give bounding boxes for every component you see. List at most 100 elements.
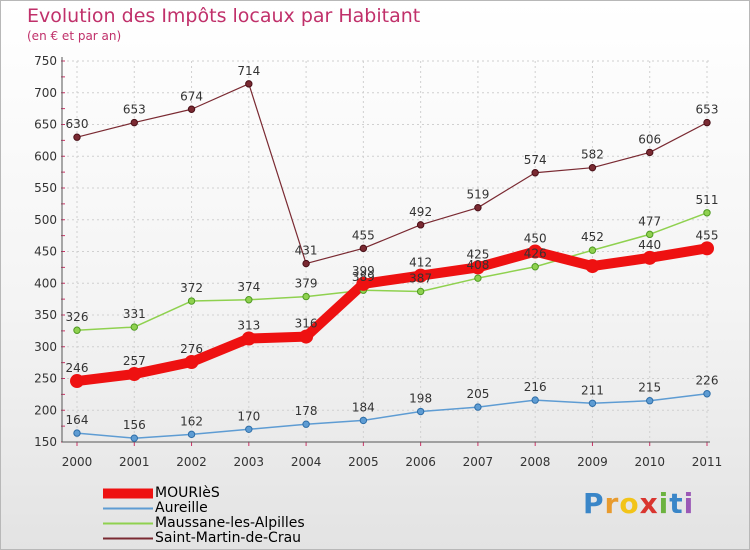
data-label-2: 372 bbox=[180, 281, 203, 295]
data-point-1 bbox=[646, 397, 654, 405]
data-point-1 bbox=[588, 399, 597, 407]
data-point-1 bbox=[703, 390, 711, 398]
data-point-3 bbox=[187, 105, 196, 113]
x-tick-label: 2011 bbox=[692, 455, 723, 469]
logo-letter: r bbox=[604, 487, 620, 520]
data-label-2: 326 bbox=[66, 310, 89, 324]
data-label-1: 215 bbox=[638, 381, 661, 395]
data-label-3: 714 bbox=[237, 64, 260, 78]
data-label-0: 246 bbox=[66, 361, 89, 375]
legend-label-saint-martin: Saint-Martin-de-Crau bbox=[155, 530, 302, 546]
data-label-3: 574 bbox=[524, 153, 547, 167]
data-label-3: 653 bbox=[123, 103, 146, 117]
data-point-3 bbox=[646, 148, 654, 157]
data-label-0: 257 bbox=[123, 354, 146, 368]
data-point-2 bbox=[416, 287, 425, 296]
data-point-0 bbox=[356, 276, 371, 291]
data-point-0 bbox=[642, 250, 657, 265]
x-tick-label: 2008 bbox=[520, 455, 551, 469]
y-tick-label: 700 bbox=[34, 86, 57, 100]
data-point-1 bbox=[187, 430, 196, 439]
data-label-2: 452 bbox=[581, 230, 604, 244]
data-label-1: 184 bbox=[352, 400, 375, 414]
data-label-1: 164 bbox=[66, 413, 89, 427]
data-label-3: 606 bbox=[638, 132, 661, 146]
series-line-3 bbox=[76, 83, 708, 265]
data-point-0 bbox=[299, 329, 314, 344]
series-line-0 bbox=[72, 243, 712, 387]
x-tick-label: 2007 bbox=[463, 455, 494, 469]
series-line-2 bbox=[76, 212, 708, 331]
data-point-3 bbox=[588, 163, 597, 172]
y-tick-label: 300 bbox=[34, 340, 57, 354]
data-label-1: 216 bbox=[524, 380, 547, 394]
data-point-2 bbox=[245, 296, 253, 304]
data-point-3 bbox=[73, 133, 81, 141]
legend-swatch-aureille bbox=[103, 507, 153, 510]
data-point-1 bbox=[245, 425, 253, 433]
data-point-2 bbox=[73, 326, 81, 334]
data-label-0: 399 bbox=[352, 264, 375, 278]
y-tick-label: 150 bbox=[34, 435, 57, 449]
data-label-0: 276 bbox=[180, 342, 203, 356]
legend-swatch-mouries bbox=[103, 488, 153, 499]
data-point-1 bbox=[302, 420, 310, 428]
data-point-3 bbox=[130, 118, 138, 127]
data-point-1 bbox=[416, 407, 425, 416]
data-label-0: 313 bbox=[237, 318, 260, 332]
data-label-0: 450 bbox=[524, 232, 547, 246]
data-point-1 bbox=[531, 396, 539, 404]
data-label-3: 674 bbox=[180, 89, 203, 103]
logo-letter: i bbox=[683, 487, 695, 520]
data-point-2 bbox=[302, 292, 310, 301]
data-point-3 bbox=[245, 80, 253, 88]
series-line-1 bbox=[76, 392, 708, 439]
data-label-3: 431 bbox=[295, 244, 318, 258]
data-label-2: 387 bbox=[409, 272, 432, 286]
x-tick-label: 2001 bbox=[119, 455, 150, 469]
data-point-0 bbox=[241, 331, 256, 346]
y-tick-label: 250 bbox=[34, 372, 57, 386]
logo-letter: P bbox=[583, 487, 605, 520]
logo-letter: o bbox=[619, 487, 640, 520]
data-point-1 bbox=[359, 416, 368, 425]
x-tick-label: 2000 bbox=[62, 455, 93, 469]
data-label-3: 582 bbox=[581, 148, 604, 162]
data-point-3 bbox=[703, 118, 711, 127]
data-label-0: 316 bbox=[295, 317, 318, 331]
y-tick-label: 500 bbox=[34, 213, 57, 227]
data-label-0: 440 bbox=[638, 238, 661, 252]
data-point-2 bbox=[646, 230, 654, 239]
data-label-2: 389 bbox=[352, 270, 375, 284]
data-label-3: 519 bbox=[466, 188, 489, 202]
y-tick-label: 750 bbox=[34, 54, 57, 68]
data-point-3 bbox=[302, 259, 310, 268]
data-point-2 bbox=[130, 323, 138, 331]
x-tick-label: 2006 bbox=[405, 455, 436, 469]
data-point-3 bbox=[416, 221, 425, 229]
data-point-2 bbox=[588, 246, 597, 254]
x-tick-label: 2003 bbox=[234, 455, 265, 469]
data-label-3: 653 bbox=[696, 103, 719, 117]
data-point-0 bbox=[70, 374, 84, 389]
data-label-3: 492 bbox=[409, 205, 432, 219]
x-tick-label: 2009 bbox=[577, 455, 608, 469]
y-tick-label: 450 bbox=[34, 245, 57, 259]
legend-swatch-maussane bbox=[103, 522, 153, 525]
data-label-2: 426 bbox=[524, 247, 547, 261]
y-tick-label: 550 bbox=[34, 181, 57, 195]
data-point-0 bbox=[127, 367, 142, 382]
proxiti-logo: Proxiti bbox=[583, 487, 694, 520]
x-tick-label: 2005 bbox=[348, 455, 379, 469]
data-label-2: 408 bbox=[466, 258, 489, 272]
legend-swatch-saint-martin bbox=[103, 537, 153, 540]
data-label-0: 425 bbox=[466, 247, 489, 261]
data-label-3: 630 bbox=[66, 117, 89, 131]
data-label-2: 379 bbox=[295, 277, 318, 291]
data-point-1 bbox=[474, 403, 482, 411]
chart-subtitle: (en € et par an) bbox=[27, 29, 122, 43]
y-tick-label: 350 bbox=[34, 308, 57, 322]
x-tick-label: 2004 bbox=[291, 455, 322, 469]
legend-label-mouries: MOURIèS bbox=[155, 485, 220, 501]
